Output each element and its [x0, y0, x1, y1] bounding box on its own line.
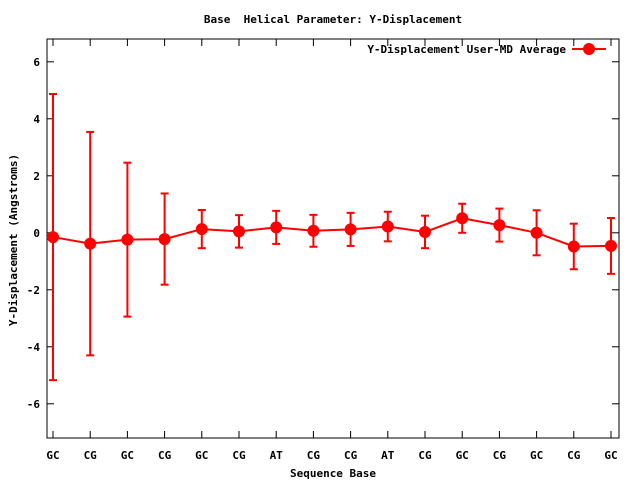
- data-point: [605, 239, 617, 252]
- x-tick-label: CG: [418, 449, 432, 462]
- legend-marker-swatch: [583, 43, 595, 55]
- data-point: [567, 240, 580, 253]
- legend-label: Y-Displacement User-MD Average: [367, 43, 566, 56]
- legend: Y-Displacement User-MD Average: [367, 43, 606, 56]
- data-point: [158, 233, 171, 246]
- data-point: [270, 221, 283, 234]
- x-tick-label: GC: [530, 449, 543, 462]
- series-line: [52, 217, 612, 248]
- data-point: [493, 219, 506, 232]
- series-y-displacement: [47, 93, 617, 382]
- plot-frame: [46, 38, 620, 439]
- x-tick-label: GC: [121, 449, 134, 462]
- x-tick-label: GC: [604, 449, 617, 462]
- y-tick-label: -6: [27, 398, 41, 411]
- x-tick-label: CG: [567, 449, 581, 462]
- data-point: [419, 225, 431, 238]
- data-point: [84, 237, 97, 250]
- y-tick-label: -2: [27, 284, 40, 297]
- y-tick-label: 2: [33, 170, 40, 183]
- y-axis: 6 4 2 0 -2 -4 -6: [27, 56, 619, 411]
- chart-title: Base Helical Parameter: Y-Displacement: [204, 13, 462, 26]
- y-tick-label: -4: [27, 341, 41, 354]
- data-point: [47, 231, 59, 244]
- data-point: [381, 220, 394, 233]
- y-axis-label: Y-Displacement (Angstroms): [7, 154, 20, 326]
- x-tick-label: CG: [84, 449, 98, 462]
- y-tick-label: 4: [33, 113, 40, 126]
- data-point: [307, 224, 320, 237]
- x-axis: GC CG GC CG GC CG AT CG CG AT CG GC CG GC CG GC: [46, 39, 618, 462]
- x-tick-label: CG: [232, 449, 246, 462]
- x-tick-label: GC: [46, 449, 59, 462]
- x-tick-label: AT: [381, 449, 395, 462]
- x-tick-label: CG: [158, 449, 172, 462]
- x-tick-label: GC: [195, 449, 208, 462]
- data-point: [233, 225, 245, 238]
- data-point: [195, 223, 208, 236]
- x-tick-label: AT: [270, 449, 284, 462]
- x-tick-label: CG: [307, 449, 321, 462]
- data-point: [530, 226, 543, 239]
- x-tick-label: CG: [344, 449, 358, 462]
- data-point: [456, 212, 469, 225]
- x-axis-label: Sequence Base: [290, 467, 376, 480]
- x-tick-label: GC: [456, 449, 469, 462]
- data-point: [344, 223, 357, 236]
- data-point: [121, 233, 134, 246]
- y-tick-label: 0: [33, 227, 40, 240]
- x-tick-label: CG: [493, 449, 507, 462]
- y-tick-label: 6: [33, 56, 40, 69]
